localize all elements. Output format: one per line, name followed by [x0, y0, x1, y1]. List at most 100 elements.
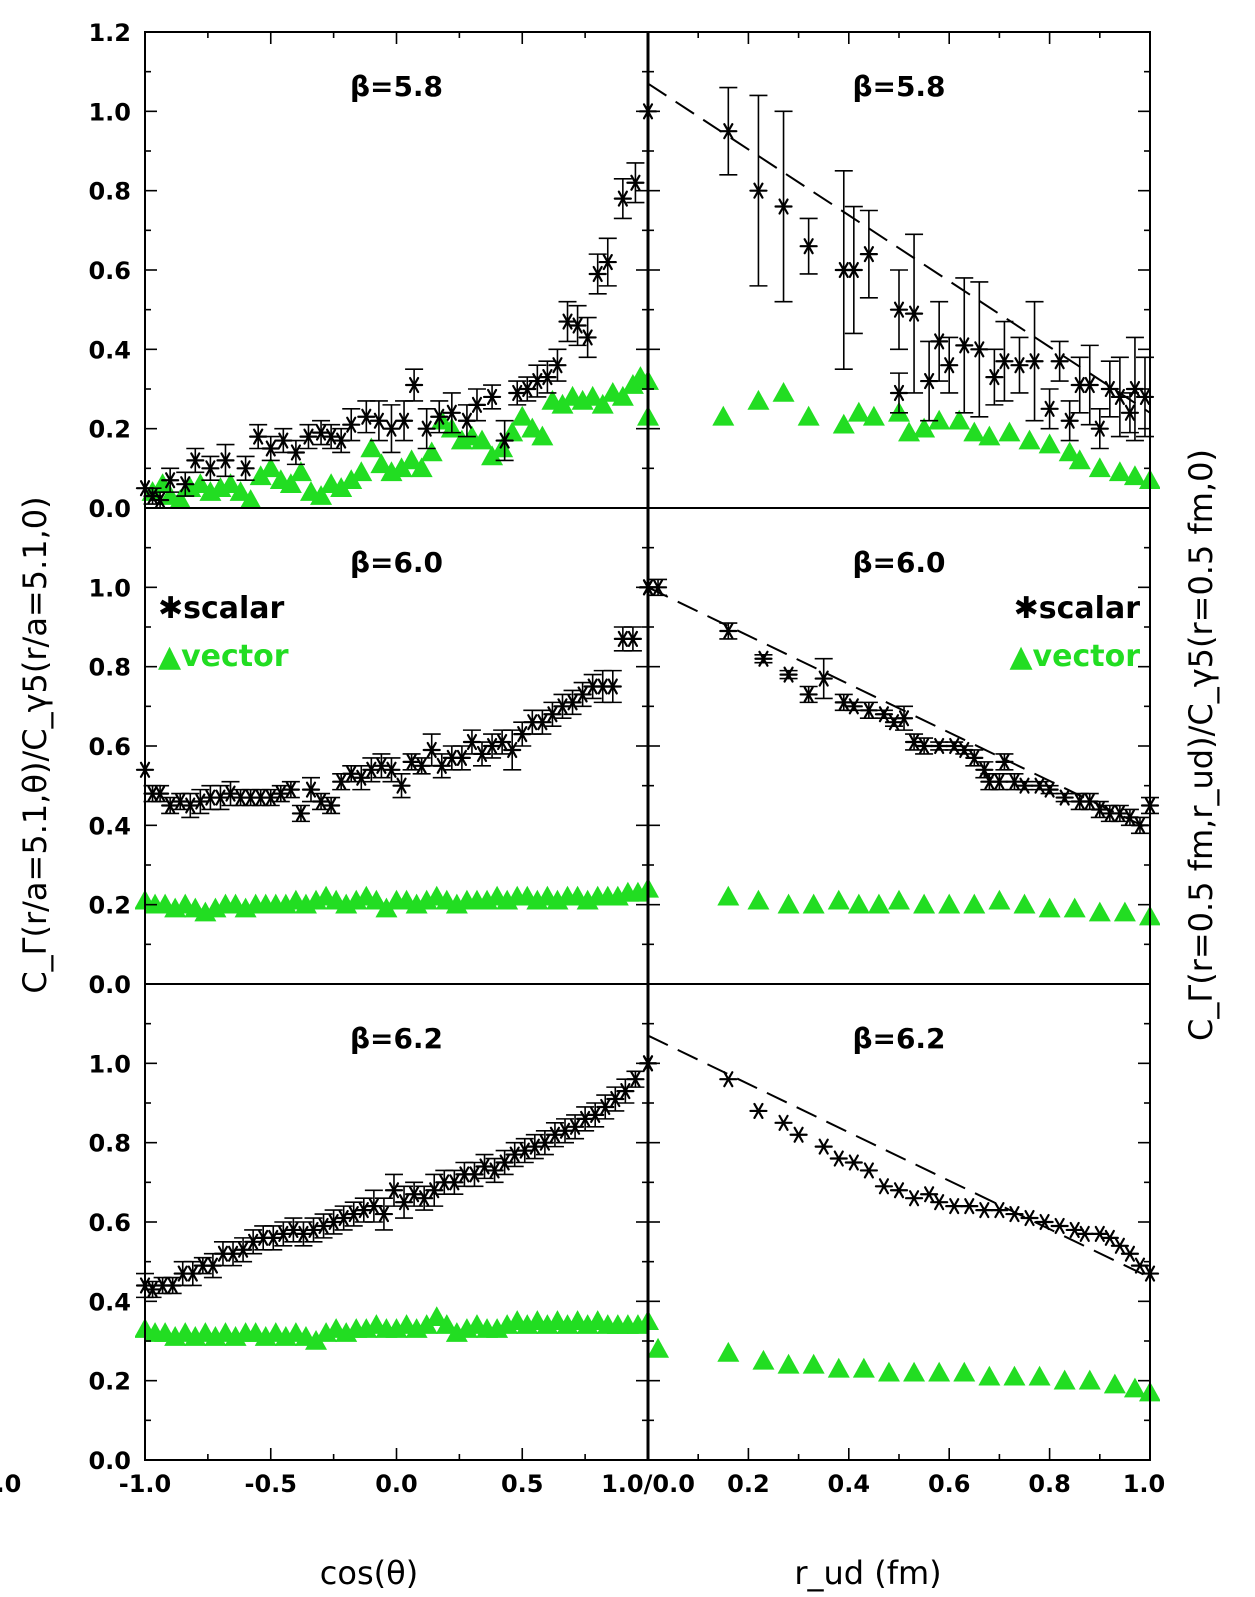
vector-point	[239, 489, 262, 509]
scalar-marker-stroke	[1129, 380, 1141, 398]
scalar-marker-stroke	[803, 238, 814, 255]
scalar-point	[613, 190, 632, 207]
scalar-marker-stroke	[361, 408, 372, 425]
scalar-point	[719, 622, 738, 640]
scalar-marker-stroke	[1084, 793, 1095, 810]
scalar-marker-stroke	[446, 749, 457, 766]
scalar-marker-stroke	[607, 678, 618, 695]
vector-point	[913, 417, 936, 438]
scalar-marker-stroke	[187, 1265, 198, 1282]
scalar-marker-stroke	[154, 492, 166, 509]
scalar-marker-stroke	[863, 702, 874, 719]
vector-point	[410, 457, 433, 478]
vector-point	[802, 1353, 825, 1374]
scalar-marker-stroke	[562, 313, 573, 330]
scalar-point	[236, 460, 255, 477]
scalar-marker-stroke	[989, 369, 1000, 386]
scalar-point	[930, 737, 949, 755]
x-tick-label: 0.0	[375, 1470, 418, 1498]
scalar-point	[774, 198, 793, 215]
scalar-marker-stroke	[753, 1102, 764, 1119]
x-tick-label: 1.0	[0, 1470, 21, 1498]
scalar-marker-stroke	[356, 769, 367, 786]
scalar-marker-stroke	[1124, 809, 1136, 826]
scalar-marker-stroke	[386, 420, 397, 437]
scalar-marker-stroke	[288, 1221, 299, 1238]
scalar-marker-stroke	[265, 440, 276, 457]
scalar-point	[749, 182, 768, 199]
scalar-marker-stroke	[1074, 793, 1085, 810]
scalar-marker-stroke	[305, 781, 317, 798]
scalar-point	[1125, 380, 1145, 398]
vector-point	[425, 1306, 448, 1326]
scalar-marker-stroke	[908, 305, 920, 322]
vector-point	[998, 421, 1021, 442]
vector-point	[827, 889, 850, 910]
scalar-marker-stroke	[1094, 420, 1105, 437]
scalar-point	[518, 380, 537, 398]
scalar-point	[415, 1190, 434, 1207]
scalar-marker-stroke	[908, 1190, 920, 1207]
scalar-marker-stroke	[1104, 1229, 1115, 1246]
y-tick-label: 0.6	[88, 733, 131, 761]
right-y-axis-title: C_Γ(r=0.5 fm,r_ud)/C_γ5(r=0.5 fm,0)	[1182, 449, 1220, 1041]
vector-point	[375, 897, 398, 918]
scalar-point	[930, 1194, 949, 1211]
scalar-point	[719, 1071, 738, 1088]
scalar-point	[1120, 1245, 1140, 1262]
scalar-point	[588, 265, 607, 283]
vector-point	[611, 385, 634, 406]
scalar-marker-stroke	[1054, 353, 1065, 370]
y-tick-label: 1.0	[88, 574, 131, 602]
panel-row-2	[135, 1034, 1160, 1402]
x-tick-label: 0.8	[1028, 1470, 1071, 1498]
vector-point	[1028, 1365, 1051, 1386]
scalar-marker-stroke	[398, 1194, 410, 1211]
scalar-marker-stroke	[600, 1098, 611, 1116]
scalar-marker-stroke	[1044, 781, 1055, 798]
scalar-point	[369, 412, 388, 429]
scalar-point	[985, 369, 1004, 386]
scalar-marker-stroke	[197, 1257, 208, 1274]
y-tick-label: 1.0	[88, 98, 131, 126]
scalar-marker-stroke	[949, 1198, 960, 1215]
scalar-marker-stroke	[934, 1194, 945, 1211]
vector-point	[1103, 1373, 1126, 1394]
scalar-marker-stroke	[409, 1186, 420, 1203]
beta-label-right: β=6.0	[852, 546, 945, 579]
legend-scalar-left: ✱scalar	[158, 591, 285, 626]
scalar-point	[626, 1071, 645, 1088]
scalar-point	[904, 305, 924, 322]
scalar-marker-stroke	[1074, 376, 1085, 394]
scalar-point	[1090, 420, 1109, 437]
scalar-marker-stroke	[979, 1202, 990, 1219]
scalar-marker-stroke	[552, 357, 563, 374]
scalar-marker-stroke	[434, 408, 445, 425]
scalar-marker-stroke	[154, 785, 166, 802]
vector-point	[365, 889, 388, 910]
scalar-point	[1010, 357, 1029, 374]
scalar-marker-stroke	[240, 460, 251, 477]
legend-vector-right: ▲vector	[1009, 639, 1140, 674]
scalar-marker-stroke	[878, 1178, 890, 1195]
scalar-marker-stroke	[592, 265, 603, 283]
scalar-marker-stroke	[1039, 1213, 1050, 1231]
scalar-point	[799, 238, 818, 255]
scalar-marker-stroke	[848, 1154, 859, 1171]
scalar-marker-stroke	[567, 694, 578, 711]
scalar-marker-stroke	[476, 745, 488, 762]
scalar-marker-stroke	[1104, 380, 1115, 398]
scalar-marker-stroke	[290, 444, 301, 461]
scalar-point	[1110, 1237, 1129, 1254]
scalar-marker-stroke	[439, 1174, 450, 1191]
scalar-marker-stroke	[630, 1071, 641, 1088]
x-tick-label: -0.5	[245, 1470, 297, 1498]
vector-point	[903, 1361, 926, 1382]
scalar-point	[467, 396, 487, 413]
scalar-marker-stroke	[489, 1162, 500, 1179]
scalar-point	[844, 698, 863, 715]
scalar-marker-stroke	[421, 420, 432, 437]
vector-point	[777, 1353, 800, 1374]
vector-point	[717, 1341, 740, 1362]
scalar-point	[1060, 412, 1079, 429]
